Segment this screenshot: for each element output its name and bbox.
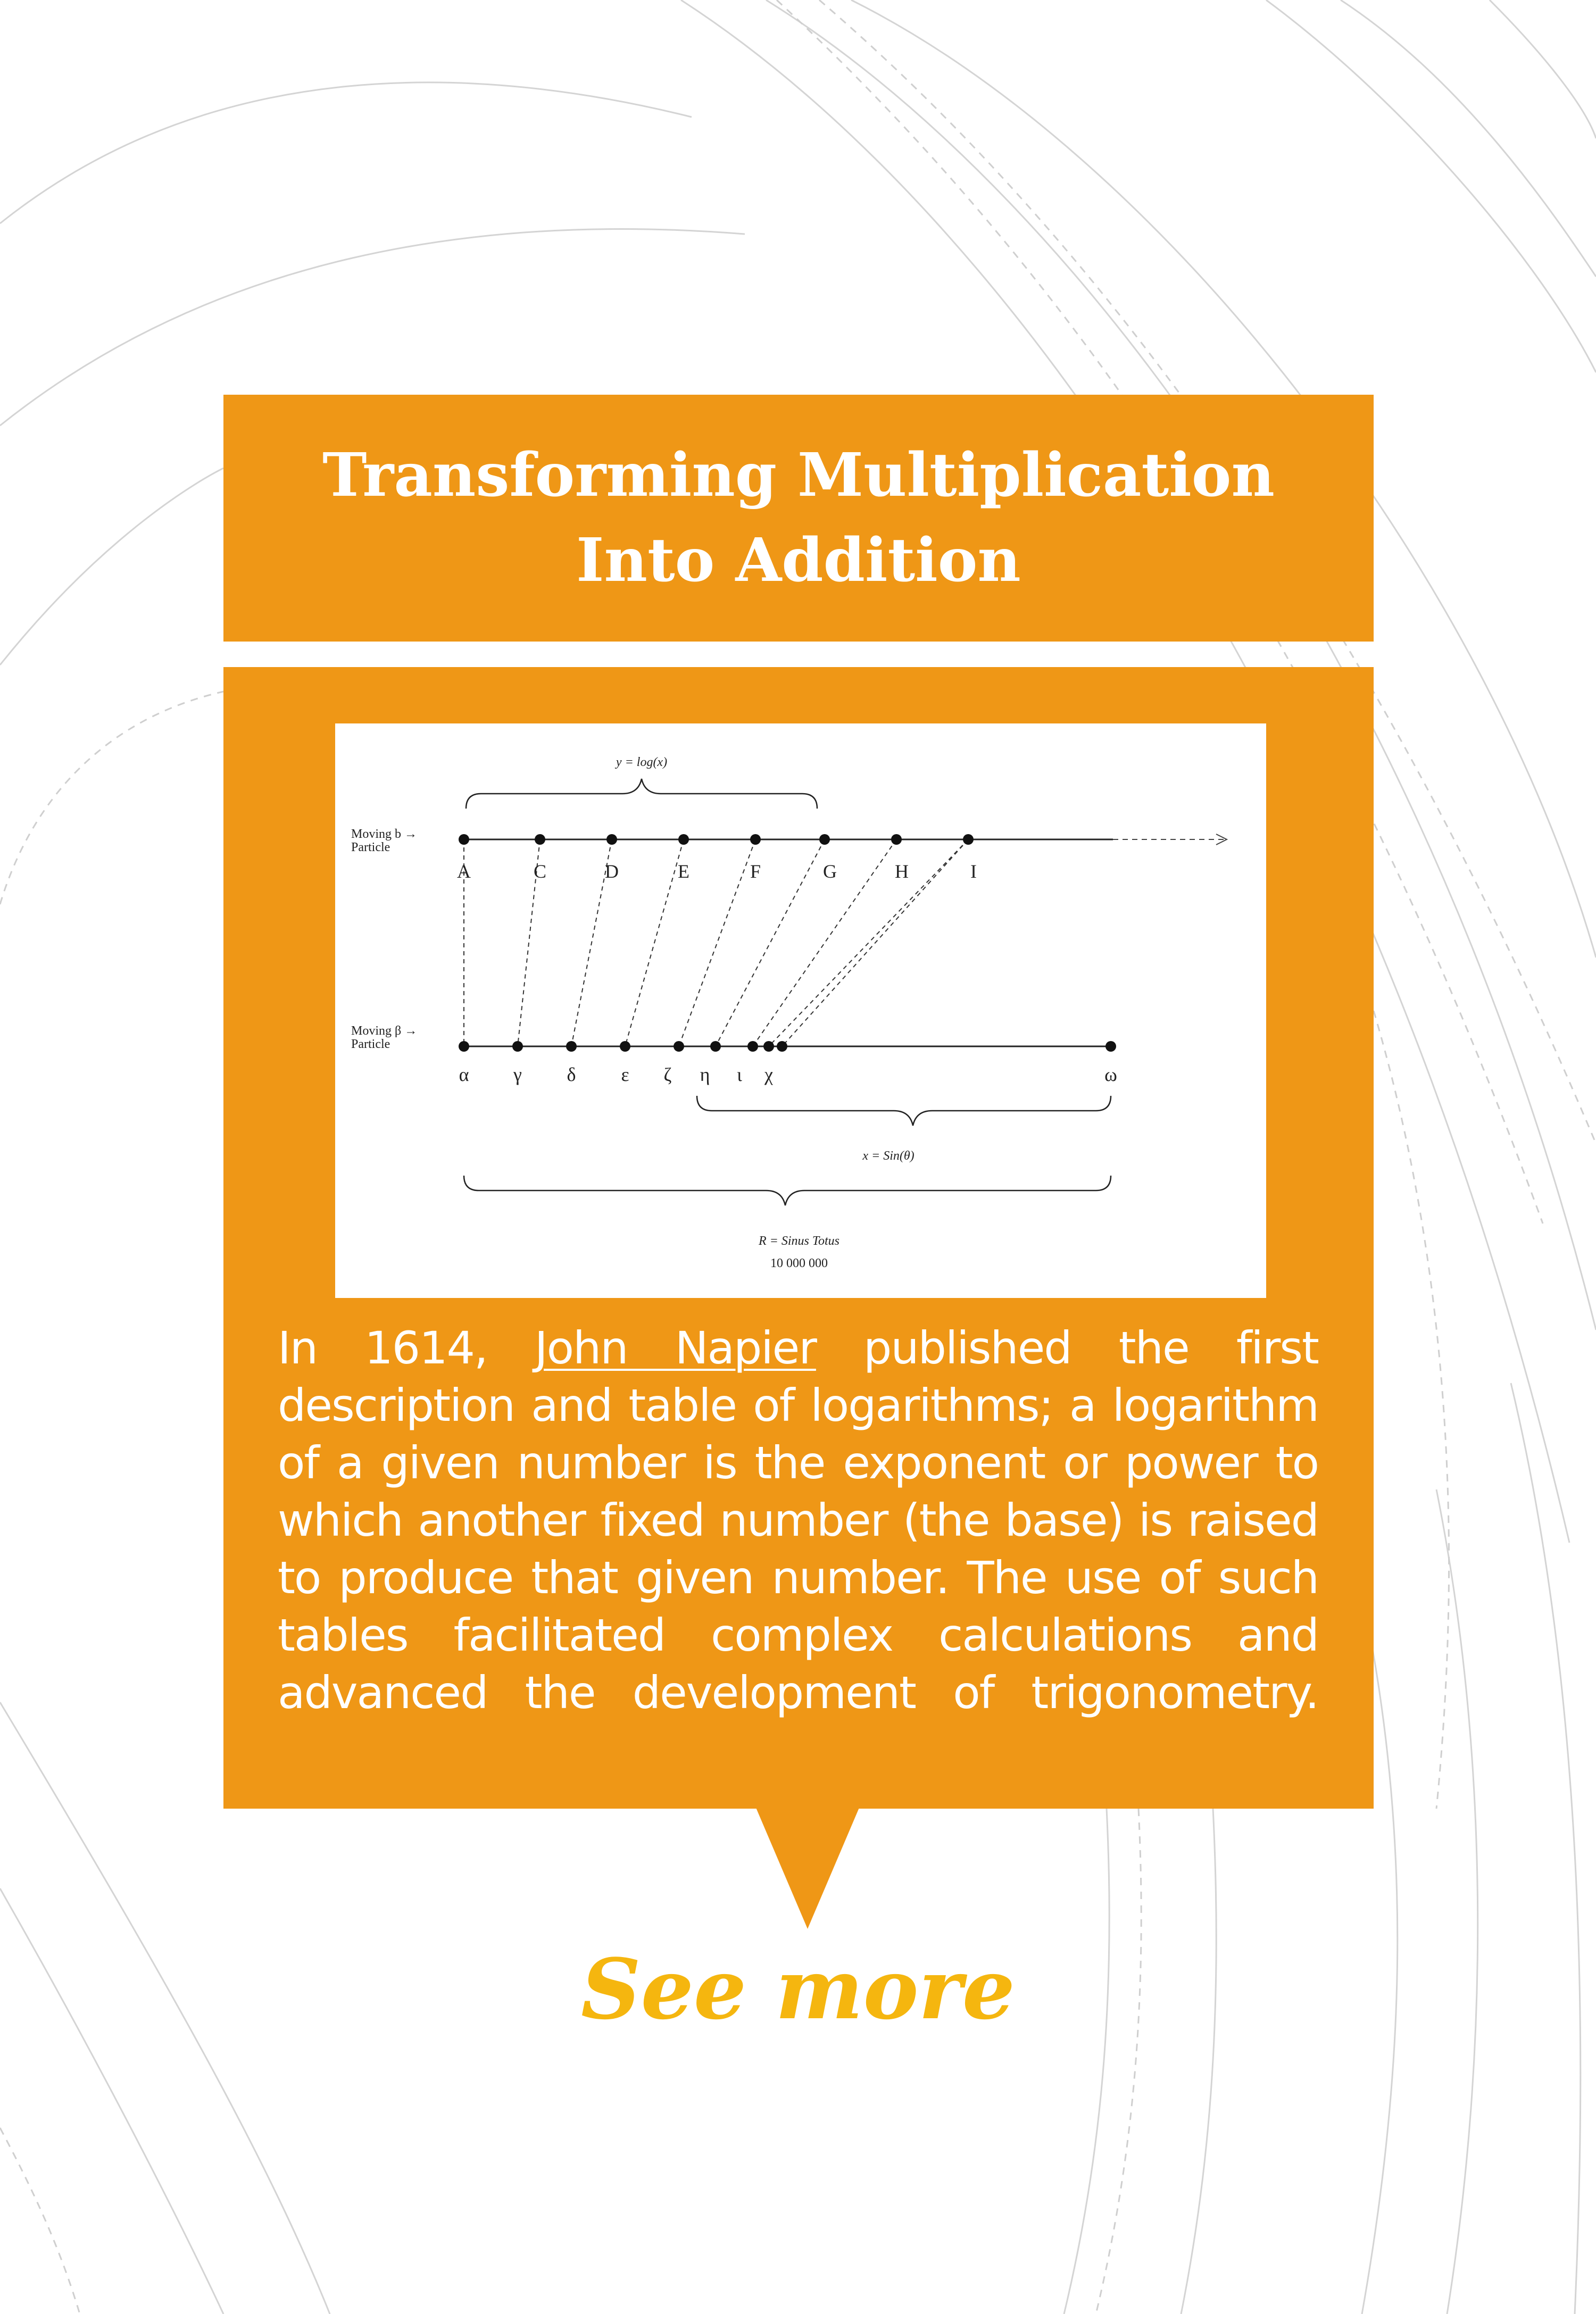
arrow-head xyxy=(1216,834,1228,845)
bottom-value: 10 000 000 xyxy=(770,1256,828,1270)
title-line-2: Into Addition xyxy=(576,526,1021,595)
lower-dots xyxy=(459,1041,1116,1052)
john-napier-link[interactable]: John Napier xyxy=(534,1322,817,1374)
title-line-1: Transforming Multiplication xyxy=(322,440,1275,510)
top-formula: y = log(x) xyxy=(615,755,667,769)
point-label-E: E xyxy=(678,861,689,882)
point-label-alpha: α xyxy=(459,1064,469,1085)
dashed-connectors xyxy=(463,839,969,1047)
point-label-eta: η xyxy=(700,1064,710,1085)
row-beta-label-2: Particle xyxy=(351,1037,390,1051)
upper-point-labels: A C D E F G H I xyxy=(457,861,977,882)
bottom-formula: R = Sinus Totus xyxy=(758,1234,839,1248)
content-card: y = log(x) Moving b → Particle Moving β … xyxy=(223,667,1374,1809)
point-label-H: H xyxy=(895,861,909,882)
middle-brace xyxy=(696,1095,1112,1126)
point-label-gamma: γ xyxy=(513,1064,522,1085)
point-label-D: D xyxy=(605,861,619,882)
diagram-svg: y = log(x) Moving b → Particle Moving β … xyxy=(351,755,1228,1270)
point-label-zeta: ζ xyxy=(664,1064,672,1085)
napier-logarithm-diagram: y = log(x) Moving b → Particle Moving β … xyxy=(335,723,1266,1298)
point-label-A: A xyxy=(457,861,471,882)
description-rest: published the first description and tabl… xyxy=(278,1322,1319,1719)
point-label-G: G xyxy=(823,861,837,882)
lower-point-labels: α γ δ ε ζ η ι χ ω xyxy=(459,1064,1117,1085)
point-label-C: C xyxy=(534,861,546,882)
point-label-I: I xyxy=(970,861,977,882)
bottom-brace xyxy=(463,1175,1112,1206)
upper-dots xyxy=(459,834,974,845)
point-label-iota: ι xyxy=(737,1064,742,1085)
point-label-epsilon: ε xyxy=(621,1064,629,1085)
see-more-link[interactable]: See more xyxy=(580,1941,1016,2038)
row-b-label-2: Particle xyxy=(351,840,390,854)
callout-pointer xyxy=(755,1807,860,1929)
point-label-delta: δ xyxy=(567,1064,576,1085)
point-label-omega: ω xyxy=(1104,1064,1117,1085)
page-title: Transforming Multiplication Into Additio… xyxy=(280,433,1317,603)
row-b-label-1: Moving b → xyxy=(351,827,417,841)
point-label-chi: χ xyxy=(764,1064,773,1085)
description-intro: In 1614, xyxy=(278,1322,535,1374)
mid-formula: x = Sin(θ) xyxy=(862,1149,914,1163)
title-banner: Transforming Multiplication Into Additio… xyxy=(223,395,1374,642)
top-brace xyxy=(465,778,818,809)
row-beta-label-1: Moving β → xyxy=(351,1024,417,1038)
point-label-F: F xyxy=(750,861,761,882)
description-paragraph: In 1614, John Napier published the first… xyxy=(278,1319,1319,1721)
